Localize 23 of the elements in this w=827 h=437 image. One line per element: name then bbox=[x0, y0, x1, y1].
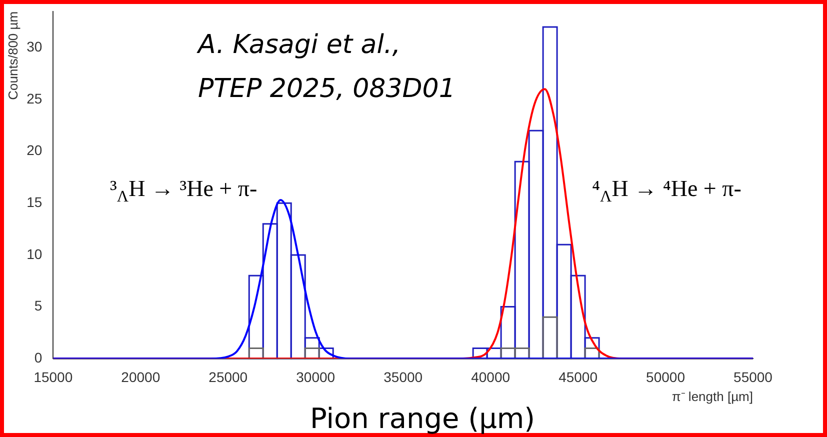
x-tick-label: 50000 bbox=[646, 368, 686, 385]
x-tick-label: 30000 bbox=[296, 368, 336, 385]
x-axis-title: π⁻ length [µm] bbox=[672, 388, 753, 404]
annotation: A. Kasagi et al., bbox=[198, 30, 400, 60]
x-tick-label: 15000 bbox=[34, 368, 73, 385]
y-tick-label: 15 bbox=[26, 194, 42, 210]
y-tick-label: 20 bbox=[26, 142, 42, 158]
x-tick-label: 25000 bbox=[208, 368, 248, 385]
x-tick-label: 40000 bbox=[471, 368, 510, 385]
y-tick-label: 5 bbox=[34, 298, 42, 314]
x-tick-label: 20000 bbox=[121, 368, 160, 385]
y-tick-label: 30 bbox=[26, 38, 42, 55]
x-tick-label: 35000 bbox=[384, 368, 423, 385]
y-tick-label: 10 bbox=[26, 246, 42, 262]
annotation: PTEP 2025, 083D01 bbox=[198, 74, 456, 104]
y-tick-label: 25 bbox=[26, 90, 42, 106]
x-tick-label: 55000 bbox=[734, 368, 773, 385]
y-tick-label: 0 bbox=[34, 349, 42, 366]
annotation: ⁴$_{Λ}$H → ⁴He + π- bbox=[592, 176, 742, 207]
y-axis-title: Counts/800 µm bbox=[5, 11, 20, 100]
text: Pion range (μm) bbox=[310, 402, 536, 435]
annotation: ³$_{Λ}$H → ³He + π- bbox=[110, 176, 258, 207]
x-tick-label: 45000 bbox=[558, 368, 598, 385]
